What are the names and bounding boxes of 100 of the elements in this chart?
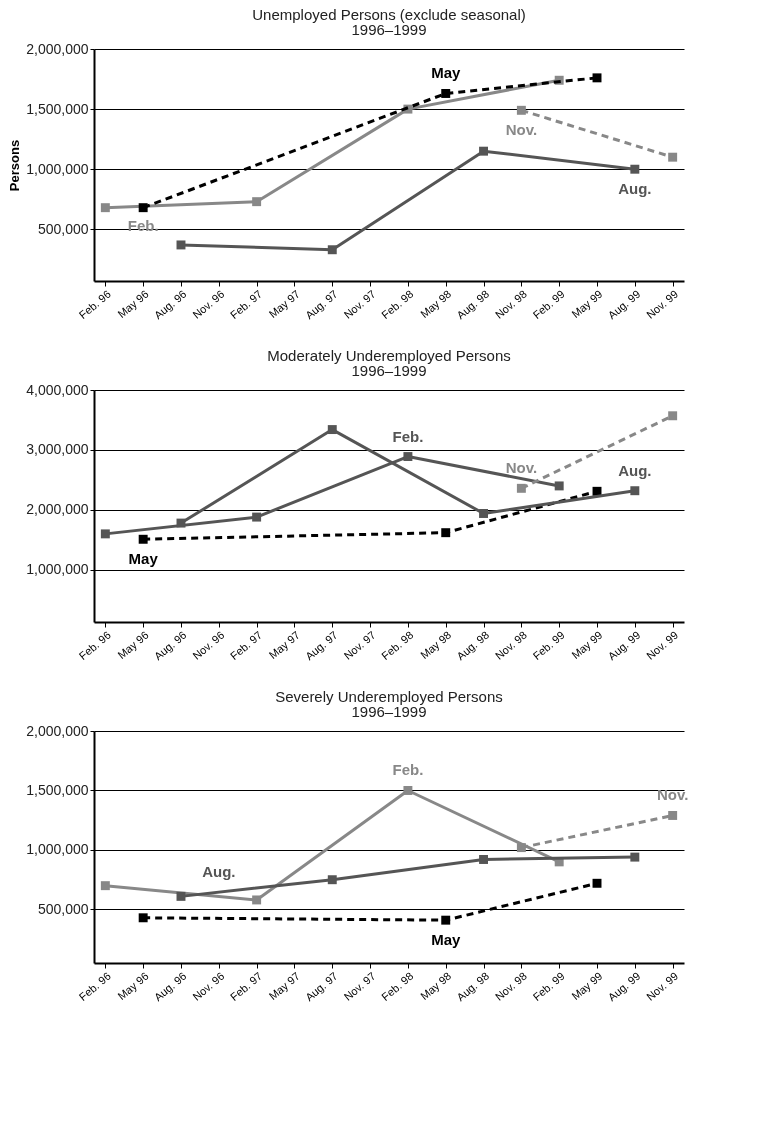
point	[592, 878, 602, 888]
x-tick-label: Nov. 98	[492, 287, 529, 321]
x-tick-label: Nov. 96	[190, 969, 227, 1003]
x-tick-label: Aug. 96	[151, 628, 189, 663]
chart-title: Severely Underemployed Persons	[275, 688, 503, 705]
point	[516, 843, 526, 853]
x-tick-label: May 96	[115, 628, 151, 662]
x-tick-label: Aug. 97	[303, 287, 340, 322]
x-tick-label: Aug. 99	[605, 628, 643, 663]
point	[252, 895, 262, 905]
point	[668, 152, 678, 162]
x-tick-label: May 96	[115, 969, 151, 1003]
point	[403, 452, 413, 462]
x-tick-label: Aug. 99	[605, 287, 643, 322]
y-tick-label: 2,000,000	[26, 722, 89, 739]
series-label: May	[431, 64, 461, 82]
x-tick-label: May 98	[417, 969, 454, 1003]
x-tick-label: Aug. 99	[605, 969, 643, 1004]
point	[138, 534, 148, 544]
y-tick-label: 3,000,000	[26, 441, 89, 458]
y-tick-label: 2,000,000	[26, 40, 89, 57]
series-label: Aug.	[618, 461, 652, 479]
series-label: Aug.	[202, 863, 236, 881]
x-tick-label: Nov. 97	[341, 628, 378, 662]
x-tick-label: May 99	[569, 628, 605, 662]
x-tick-label: Feb. 96	[76, 287, 113, 321]
x-tick-label: Feb. 98	[379, 287, 416, 321]
y-tick-label: 500,000	[37, 220, 89, 237]
x-tick-label: May 99	[569, 287, 605, 321]
x-tick-label: Aug. 98	[454, 628, 492, 663]
x-tick-label: Nov. 99	[644, 287, 681, 321]
point	[441, 528, 451, 538]
point	[630, 852, 640, 862]
series-label: Aug.	[618, 180, 652, 198]
point	[668, 411, 678, 421]
x-tick-label: Feb. 99	[530, 628, 567, 662]
x-tick-label: May 98	[417, 628, 454, 662]
y-tick-label: 1,000,000	[26, 160, 89, 177]
point	[100, 203, 110, 213]
point	[479, 146, 489, 156]
point	[516, 483, 526, 493]
x-tick-label: Nov. 99	[644, 628, 681, 662]
x-tick-label: Nov. 97	[341, 969, 378, 1003]
series-label: Feb.	[392, 761, 424, 779]
x-tick-label: Aug. 97	[303, 628, 340, 663]
chart-title: Moderately Underemployed Persons	[267, 347, 511, 364]
x-tick-label: Feb. 97	[227, 287, 265, 321]
x-tick-label: Feb. 97	[227, 628, 265, 662]
x-tick-label: Feb. 97	[227, 969, 265, 1003]
point	[554, 481, 564, 491]
x-tick-label: Nov. 97	[341, 287, 378, 321]
point	[100, 881, 110, 891]
point	[327, 245, 337, 255]
x-tick-label: Feb. 96	[76, 628, 113, 662]
point	[138, 913, 148, 923]
x-tick-label: Feb. 98	[379, 969, 416, 1003]
point	[176, 518, 186, 528]
point	[479, 509, 489, 518]
x-tick-label: Aug. 96	[151, 287, 189, 322]
x-tick-label: Nov. 99	[644, 969, 681, 1003]
x-tick-label: May 97	[266, 969, 303, 1003]
y-tick-label: 2,000,000	[26, 501, 89, 518]
series-label: May	[431, 931, 461, 949]
series-label: May	[128, 550, 159, 568]
chart-title: Unemployed Persons (exclude seasonal)	[252, 6, 526, 23]
y-tick-label: 1,500,000	[26, 100, 89, 117]
point	[630, 486, 640, 496]
x-tick-label: Feb. 96	[76, 969, 113, 1003]
point	[668, 811, 678, 820]
point	[441, 89, 451, 98]
x-tick-label: Aug. 97	[303, 969, 340, 1004]
x-tick-label: May 97	[266, 287, 303, 321]
point	[403, 786, 413, 795]
point	[327, 425, 337, 435]
y-tick-label: 500,000	[37, 900, 89, 917]
y-axis-title: Persons	[7, 139, 23, 192]
point	[138, 203, 148, 213]
series-label: Nov.	[505, 121, 538, 139]
x-tick-label: Feb. 99	[530, 969, 567, 1003]
point	[176, 240, 186, 250]
series-label: Feb.	[392, 427, 424, 445]
x-tick-label: May 99	[569, 969, 605, 1003]
series-label: Nov.	[656, 786, 689, 804]
x-tick-label: Nov. 98	[492, 969, 529, 1003]
point	[252, 197, 262, 207]
x-tick-label: Aug. 98	[454, 969, 492, 1004]
point	[100, 529, 110, 539]
y-tick-label: 4,000,000	[26, 381, 89, 398]
x-tick-label: May 98	[417, 287, 454, 321]
series-label: Nov.	[505, 459, 538, 477]
y-tick-label: 1,000,000	[26, 841, 89, 858]
x-tick-label: Feb. 98	[379, 628, 416, 662]
y-tick-label: 1,500,000	[26, 781, 89, 798]
x-tick-label: Aug. 96	[151, 969, 189, 1004]
point	[327, 875, 337, 885]
point	[441, 915, 451, 925]
point	[479, 855, 489, 864]
x-tick-label: May 96	[115, 287, 151, 321]
x-tick-label: Nov. 96	[190, 287, 227, 321]
point	[592, 73, 602, 83]
